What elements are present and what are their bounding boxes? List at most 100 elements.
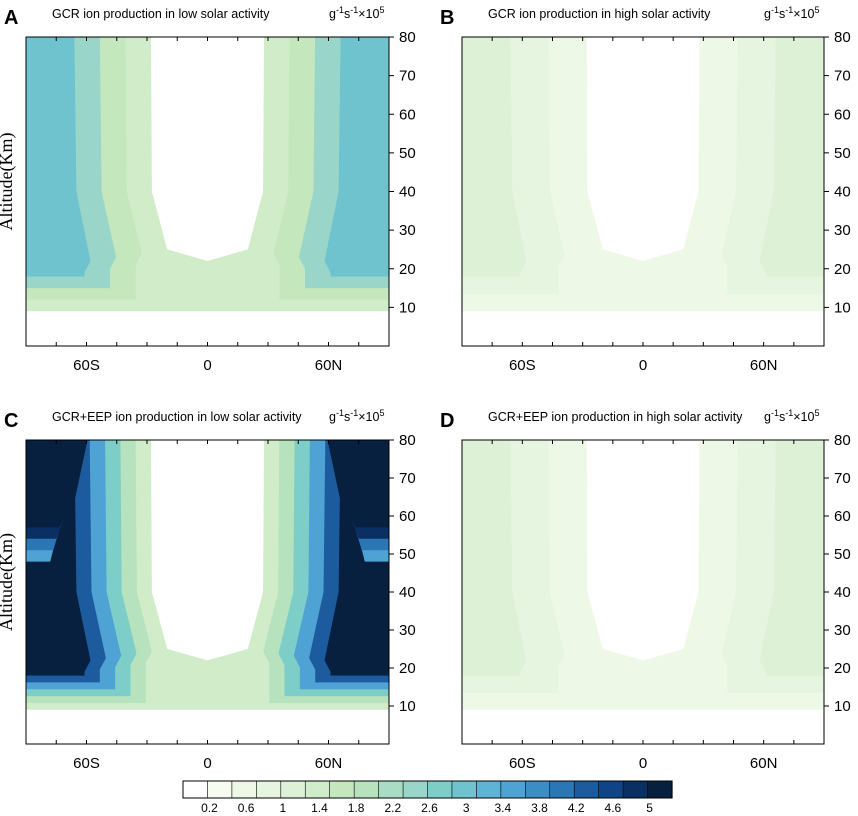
panel-B: 60S 0 60N 10 20 30 40 50 60 70 80 B GCR ion producti… (440, 5, 851, 374)
y-tick-label: 80 (834, 432, 851, 449)
y-tick-label: 50 (834, 546, 851, 563)
contour-band-level-3 (759, 440, 824, 676)
colorbar: 0.2 0.6 1 1.4 1.8 2.2 2.6 3 3.4 3.8 4.2 4.6 5 (182, 780, 673, 815)
y-tick-label: 30 (834, 622, 851, 639)
x-tick-label: 60S (73, 755, 100, 772)
y-tick-label: 60 (399, 508, 416, 525)
y-tick-label: 10 (399, 299, 416, 316)
y-tick-label: 40 (834, 184, 851, 201)
colorbar-frame (182, 780, 673, 799)
colorbar-swatch (256, 780, 282, 799)
y-tick-label: 10 (834, 698, 851, 715)
colorbar-label: 1.4 (311, 801, 328, 815)
y-tick-label: 40 (399, 584, 416, 601)
colorbar-swatch (549, 780, 575, 799)
panel-title: GCR+EEP ion production in low solar acti… (52, 410, 302, 424)
x-tick-label: 60N (315, 357, 343, 374)
colorbar-swatch (427, 780, 453, 799)
colorbar-swatch (622, 780, 649, 799)
colorbar-swatch (402, 780, 429, 799)
y-tick-label: 70 (399, 470, 416, 487)
x-tick-label: 60N (750, 357, 778, 374)
x-tick-label: 0 (639, 755, 647, 772)
colorbar-swatch (329, 780, 355, 799)
colorbar-swatch (647, 780, 673, 799)
y-tick-label: 10 (834, 299, 851, 316)
colorbar-swatch (451, 780, 478, 799)
x-tick-label: 0 (639, 357, 647, 374)
y-tick-label: 20 (399, 261, 416, 278)
contour-field (26, 440, 389, 744)
contour-field (26, 37, 389, 346)
colorbar-label: 2.2 (384, 801, 401, 815)
x-tick-label: 60S (509, 755, 536, 772)
x-tick-label: 0 (203, 357, 211, 374)
colorbar-swatch (231, 780, 257, 799)
colorbar-label: 0.6 (238, 801, 255, 815)
y-tick-label: 30 (399, 622, 416, 639)
unit-label: g-1s-1×105 (764, 5, 819, 21)
contour-band-level-4 (324, 37, 389, 277)
y-tick-label: 60 (399, 106, 416, 123)
y-tick-label: 50 (399, 546, 416, 563)
contour-band-level-3 (462, 440, 527, 676)
y-axis-label: Altitude(Km) (0, 133, 17, 231)
colorbar-label: 1.8 (348, 801, 365, 815)
eep-cap-level-4 (26, 440, 88, 528)
y-tick-label: 50 (834, 145, 851, 162)
panel-title: GCR+EEP ion production in high solar act… (488, 410, 743, 424)
y-tick-label: 30 (834, 222, 851, 239)
colorbar-label: 1 (279, 801, 286, 815)
colorbar-swatch (378, 780, 404, 799)
panel-title: GCR ion production in low solar activity (52, 7, 270, 21)
y-tick-label: 60 (834, 106, 851, 123)
y-tick-label: 60 (834, 508, 851, 525)
x-tick-label: 60N (750, 755, 778, 772)
panel-D: 60S 0 60N 10 20 30 40 50 60 70 80 D GCR+EEP ion prod… (440, 408, 851, 772)
contour-field (462, 440, 824, 744)
x-tick-label: 0 (203, 755, 211, 772)
colorbar-label: 0.2 (201, 801, 218, 815)
contour-band-level-3 (462, 37, 527, 277)
colorbar-swatch (207, 780, 233, 799)
colorbar-swatch (353, 780, 380, 799)
y-tick-label: 20 (834, 261, 851, 278)
panel-C: 60S 0 60N 10 20 30 40 50 60 70 80 Altitude(Km) C GCR+… (0, 408, 416, 772)
y-tick-label: 40 (399, 184, 416, 201)
x-tick-label: 60S (509, 357, 536, 374)
unit-label: g-1s-1×105 (764, 408, 819, 424)
y-tick-label: 80 (399, 432, 416, 449)
panel-label: B (440, 7, 454, 29)
y-axis-label: Altitude(Km) (0, 533, 17, 631)
y-tick-label: 20 (399, 660, 416, 677)
colorbar-swatch (182, 780, 209, 799)
unit-label: g-1s-1×105 (329, 408, 384, 424)
y-tick-label: 20 (834, 660, 851, 677)
y-tick-label: 70 (834, 68, 851, 85)
y-tick-label: 70 (834, 470, 851, 487)
y-tick-label: 50 (399, 145, 416, 162)
colorbar-swatch (304, 780, 331, 799)
eep-cap-level-4 (327, 440, 389, 528)
panel-label: A (4, 7, 18, 29)
colorbar-label: 2.6 (421, 801, 438, 815)
y-tick-label: 10 (399, 698, 416, 715)
y-tick-label: 80 (399, 29, 416, 46)
colorbar-swatch (280, 780, 306, 799)
colorbar-swatch (476, 780, 502, 799)
colorbar-label: 4.6 (605, 801, 622, 815)
y-tick-label: 70 (399, 68, 416, 85)
contour-field (462, 37, 824, 346)
colorbar-label: 5 (646, 801, 653, 815)
y-tick-label: 80 (834, 29, 851, 46)
colorbar-swatch (524, 780, 551, 799)
colorbar-swatch (500, 780, 526, 799)
panel-label: C (4, 410, 18, 432)
x-tick-label: 60N (315, 755, 343, 772)
colorbar-label: 3 (463, 801, 470, 815)
panel-A: 60S 0 60N 10 20 30 40 50 60 70 80 Altitude(Km) A GCR … (0, 5, 416, 374)
contour-band-level-3 (759, 37, 824, 277)
colorbar-label: 3.4 (495, 801, 512, 815)
colorbar-label: 3.8 (531, 801, 548, 815)
contour-band-level-4 (26, 37, 91, 277)
